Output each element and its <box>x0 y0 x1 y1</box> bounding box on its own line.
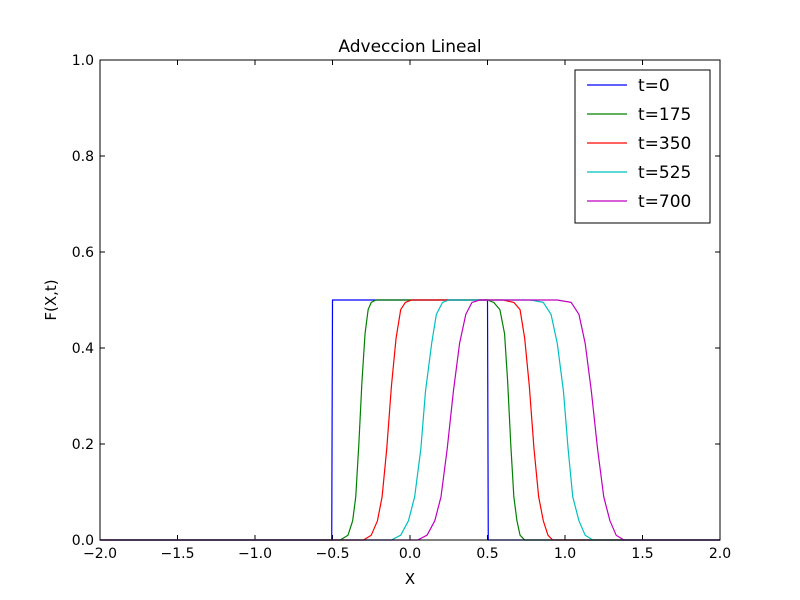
series-line-2 <box>100 299 720 541</box>
plot-frame <box>99 59 721 541</box>
y-tick-label: 1.0 <box>72 53 94 69</box>
x-tick-label: −0.5 <box>316 546 350 562</box>
series-line-3 <box>100 299 720 541</box>
x-tick-label: 1.0 <box>554 546 576 562</box>
legend-label: t=525 <box>638 163 691 183</box>
y-tick-label: 0.0 <box>72 533 94 549</box>
x-tick-label: −1.0 <box>238 546 272 562</box>
series-line-0 <box>100 299 720 541</box>
legend-box <box>574 69 711 224</box>
plot-lines <box>100 299 720 541</box>
y-axis-label: F(X,t) <box>42 279 60 320</box>
axis-ticks: −2.0 −1.5 −1.0 −0.5 0.0 0.5 1.0 1.5 2.0 0.0 0.2 0.4… <box>72 53 731 562</box>
y-tick-label: 0.8 <box>72 149 94 165</box>
x-axis-label: X <box>405 570 415 588</box>
series-line-1 <box>100 299 720 541</box>
legend-label: t=0 <box>638 76 670 96</box>
x-tick-label: −1.5 <box>161 546 195 562</box>
chart-title: Adveccion Lineal <box>338 37 481 57</box>
legend-label: t=700 <box>638 192 691 212</box>
legend-label: t=350 <box>638 134 691 154</box>
x-tick-label: 0.0 <box>399 546 421 562</box>
y-tick-label: 0.2 <box>72 437 94 453</box>
legend-label: t=175 <box>638 105 691 125</box>
y-tick-label: 0.6 <box>72 245 94 261</box>
x-tick-label: 0.5 <box>476 546 498 562</box>
legend: t=0 t=175 t=350 t=525 t=700 <box>574 69 711 224</box>
series-line-4 <box>100 299 720 541</box>
x-tick-label: 1.5 <box>631 546 653 562</box>
x-tick-label: 2.0 <box>709 546 731 562</box>
x-tick-label: −2.0 <box>83 546 117 562</box>
y-tick-label: 0.4 <box>72 341 94 357</box>
